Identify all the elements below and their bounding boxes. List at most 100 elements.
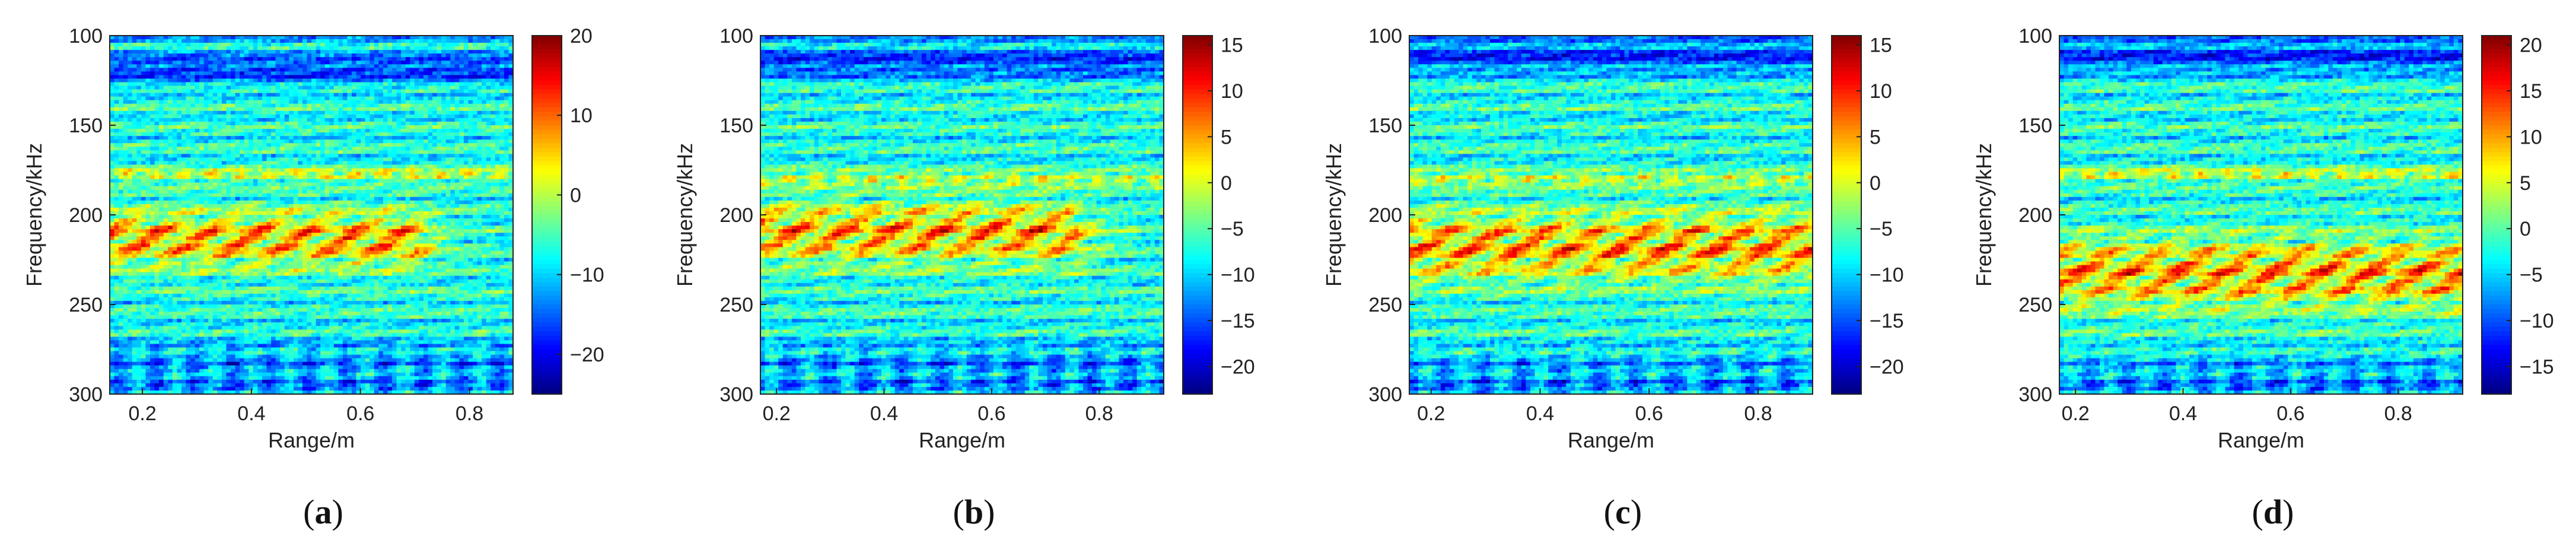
- heatmap-cell: [406, 115, 410, 119]
- heatmap-cell: [177, 57, 182, 61]
- heatmap-cell: [150, 46, 155, 50]
- heatmap-cell: [195, 132, 200, 137]
- heatmap-cell: [164, 82, 168, 87]
- heatmap-cell: [320, 154, 325, 158]
- heatmap-cell: [110, 186, 114, 191]
- heatmap-cell: [276, 104, 281, 108]
- heatmap-cell: [343, 107, 348, 112]
- heatmap-cell: [145, 100, 150, 104]
- heatmap-cell: [271, 78, 276, 82]
- heatmap-cell: [280, 90, 285, 94]
- heatmap-cell: [262, 90, 267, 94]
- heatmap-cell: [204, 132, 209, 137]
- heatmap-cell: [504, 172, 509, 176]
- heatmap-cell: [307, 211, 311, 215]
- heatmap-cell: [387, 75, 392, 79]
- heatmap-cell: [266, 86, 271, 90]
- heatmap-cell: [392, 157, 397, 161]
- heatmap-cell: [356, 132, 361, 137]
- heatmap-cell: [325, 183, 330, 187]
- heatmap-cell: [419, 208, 424, 212]
- heatmap-cell: [392, 168, 397, 172]
- heatmap-cell: [190, 157, 195, 161]
- heatmap-cell: [168, 46, 173, 50]
- heatmap-cell: [110, 150, 114, 154]
- heatmap-cell: [199, 218, 204, 223]
- heatmap-cell: [450, 82, 455, 87]
- heatmap-cell: [204, 154, 209, 158]
- heatmap-cell: [289, 68, 294, 72]
- heatmap-cell: [491, 118, 495, 122]
- heatmap-cell: [235, 75, 240, 79]
- heatmap-cell: [486, 204, 491, 208]
- heatmap-cell: [164, 104, 168, 108]
- heatmap-cell: [199, 190, 204, 194]
- heatmap-cell: [280, 154, 285, 158]
- heatmap-cell: [240, 53, 244, 58]
- heatmap-cell: [253, 161, 258, 165]
- heatmap-cell: [455, 90, 460, 94]
- heatmap-cell: [240, 168, 244, 172]
- heatmap-cell: [186, 147, 190, 151]
- heatmap-cell: [374, 61, 379, 65]
- heatmap-cell: [235, 150, 240, 154]
- heatmap-cell: [289, 125, 294, 129]
- heatmap-cell: [173, 78, 177, 82]
- heatmap-cell: [334, 43, 339, 47]
- heatmap-cell: [356, 143, 361, 147]
- heatmap-cell: [213, 57, 218, 61]
- heatmap-cell: [397, 132, 402, 137]
- heatmap-cell: [119, 168, 123, 172]
- heatmap-cell: [150, 132, 155, 137]
- heatmap-cell: [432, 211, 437, 215]
- heatmap-cell: [392, 147, 397, 151]
- heatmap-cell: [387, 197, 392, 201]
- heatmap-cell: [213, 136, 218, 140]
- heatmap-cell: [182, 75, 186, 79]
- heatmap-cell: [231, 71, 235, 75]
- heatmap-cell: [164, 139, 168, 144]
- heatmap-cell: [325, 132, 330, 137]
- heatmap-cell: [473, 125, 477, 129]
- heatmap-cell: [486, 61, 491, 65]
- heatmap-cell: [173, 46, 177, 50]
- heatmap-cell: [136, 129, 141, 133]
- heatmap-cell: [186, 164, 190, 169]
- heatmap-cell: [253, 172, 258, 176]
- heatmap-cell: [168, 157, 173, 161]
- heatmap-cell: [504, 197, 509, 201]
- heatmap-cell: [410, 53, 415, 58]
- heatmap-cell: [338, 111, 343, 115]
- heatmap-cell: [159, 157, 164, 161]
- heatmap-cell: [383, 64, 388, 68]
- heatmap-cell: [406, 97, 410, 101]
- heatmap-cell: [446, 104, 451, 108]
- heatmap-cell: [119, 75, 123, 79]
- heatmap-cell: [428, 50, 432, 54]
- heatmap-cell: [432, 75, 437, 79]
- heatmap-cell: [217, 132, 222, 137]
- heatmap-cell: [352, 75, 356, 79]
- heatmap-cell: [303, 115, 307, 119]
- heatmap-cell: [235, 129, 240, 133]
- heatmap-cell: [159, 64, 164, 68]
- heatmap-cell: [424, 122, 428, 126]
- heatmap-cell: [401, 168, 406, 172]
- heatmap-cell: [415, 104, 419, 108]
- heatmap-cell: [329, 179, 334, 183]
- heatmap-cell: [374, 75, 379, 79]
- heatmap-cell: [303, 154, 307, 158]
- heatmap-cell: [266, 132, 271, 137]
- heatmap-cell: [477, 136, 482, 140]
- heatmap-cell: [136, 172, 141, 176]
- heatmap-cell: [276, 197, 281, 201]
- heatmap-cell: [249, 154, 253, 158]
- heatmap-cell: [240, 172, 244, 176]
- heatmap-cell: [240, 183, 244, 187]
- heatmap-cell: [338, 86, 343, 90]
- heatmap-cell: [128, 172, 132, 176]
- heatmap-cell: [289, 179, 294, 183]
- heatmap-cell: [338, 53, 343, 58]
- heatmap-cell: [347, 136, 352, 140]
- heatmap-cell: [415, 183, 419, 187]
